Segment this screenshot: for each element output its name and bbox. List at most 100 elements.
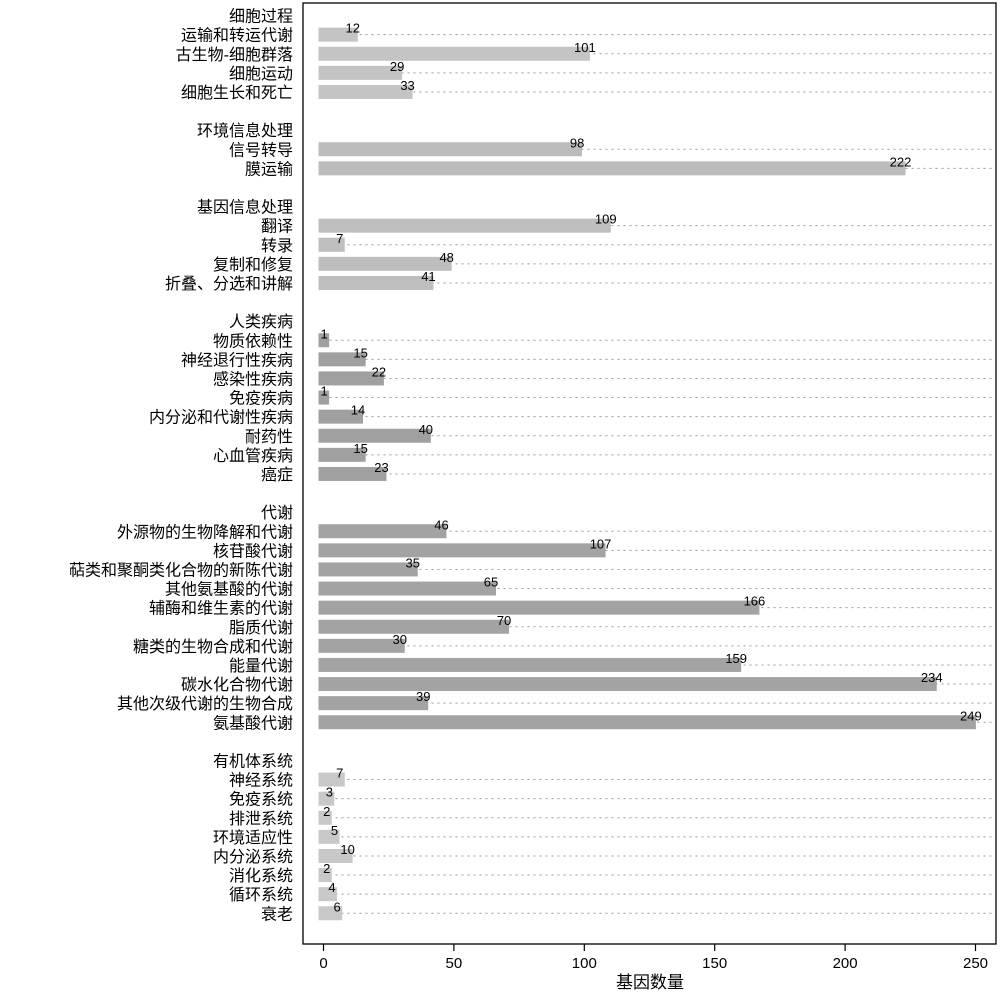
data-label: 1 xyxy=(320,384,327,399)
plot-frame xyxy=(302,2,997,945)
category-label: 复制和修复 xyxy=(213,255,293,274)
data-label: 35 xyxy=(406,555,420,570)
data-label: 159 xyxy=(725,651,747,666)
category-label: 糖类的生物合成和代谢 xyxy=(133,637,293,656)
category-label: 外源物的生物降解和代谢 xyxy=(117,522,293,541)
group-label: 环境信息处理 xyxy=(197,121,293,140)
category-label: 物质依赖性 xyxy=(213,331,293,350)
data-label: 23 xyxy=(374,460,388,475)
data-label: 70 xyxy=(497,613,511,628)
data-label: 234 xyxy=(921,670,943,685)
data-label: 14 xyxy=(351,403,365,418)
bar xyxy=(318,696,429,711)
category-label: 翻译 xyxy=(261,217,293,236)
bar xyxy=(318,772,345,787)
bar xyxy=(318,657,742,672)
category-label: 神经系统 xyxy=(229,771,293,790)
data-label: 7 xyxy=(336,766,343,781)
data-label: 2 xyxy=(323,861,330,876)
data-label: 107 xyxy=(590,536,612,551)
bar xyxy=(318,352,366,367)
category-label: 折叠、分选和讲解 xyxy=(165,274,293,293)
bar xyxy=(318,409,364,424)
data-label: 1 xyxy=(320,326,327,341)
data-label: 5 xyxy=(331,823,338,838)
data-label: 39 xyxy=(416,689,430,704)
x-tick-label: 150 xyxy=(702,955,727,972)
bar xyxy=(318,906,343,921)
category-label: 碳水化合物代谢 xyxy=(181,675,293,694)
x-tick-label: 200 xyxy=(833,955,858,972)
data-label: 65 xyxy=(484,575,498,590)
bar xyxy=(318,371,384,386)
data-label: 12 xyxy=(346,21,360,36)
data-label: 48 xyxy=(439,250,453,265)
category-label: 转录 xyxy=(261,236,293,255)
category-label: 神经退行性疾病 xyxy=(181,350,293,369)
group-label: 人类疾病 xyxy=(229,312,293,331)
category-label: 核苷酸代谢 xyxy=(213,541,293,560)
category-label: 其他次级代谢的生物合成 xyxy=(117,694,293,713)
bar xyxy=(318,887,337,902)
bar xyxy=(318,46,590,61)
bar xyxy=(318,333,330,348)
data-label: 109 xyxy=(595,212,617,227)
bar xyxy=(318,619,510,634)
category-label: 萜类和聚酮类化合物的新陈代谢 xyxy=(69,560,293,579)
bar xyxy=(318,562,418,577)
category-label: 感染性疾病 xyxy=(213,369,293,388)
bar xyxy=(318,447,366,462)
bar xyxy=(318,27,358,42)
data-label: 10 xyxy=(340,842,354,857)
data-label: 15 xyxy=(353,345,367,360)
data-label: 33 xyxy=(400,78,414,93)
bar xyxy=(318,600,760,615)
group-label: 有机体系统 xyxy=(213,751,293,770)
data-label: 30 xyxy=(393,632,407,647)
category-label: 脂质代谢 xyxy=(229,618,293,637)
bar xyxy=(318,524,447,539)
category-label: 心血管疾病 xyxy=(213,446,293,465)
category-label: 耐药性 xyxy=(245,427,293,446)
data-label: 41 xyxy=(421,269,435,284)
data-label: 98 xyxy=(570,135,584,150)
data-label: 40 xyxy=(419,422,433,437)
bar xyxy=(318,256,452,271)
bar xyxy=(318,218,611,233)
bar xyxy=(318,466,387,481)
category-label: 衰老 xyxy=(261,904,293,923)
data-label: 166 xyxy=(744,594,766,609)
data-label: 2 xyxy=(323,804,330,819)
bar xyxy=(318,638,405,653)
data-label: 7 xyxy=(336,231,343,246)
group-label: 细胞过程 xyxy=(229,7,293,26)
category-label: 循环系统 xyxy=(229,885,293,904)
bar xyxy=(318,791,335,806)
group-label: 基因信息处理 xyxy=(197,198,293,217)
bar xyxy=(318,810,332,825)
category-label: 癌症 xyxy=(261,465,293,484)
bar xyxy=(318,715,976,730)
data-label: 46 xyxy=(434,517,448,532)
bar xyxy=(318,543,606,558)
data-label: 29 xyxy=(390,59,404,74)
x-tick-label: 250 xyxy=(963,955,988,972)
bar xyxy=(318,677,937,692)
bar xyxy=(318,84,413,99)
category-label: 环境适应性 xyxy=(213,828,293,847)
category-label: 运输和转运代谢 xyxy=(181,26,293,45)
category-label: 辅酶和维生素的代谢 xyxy=(149,599,293,618)
bar xyxy=(318,428,431,443)
bar xyxy=(318,848,353,863)
x-axis: 0 50 100 150 200 250 xyxy=(319,944,988,972)
category-label: 信号转导 xyxy=(229,140,293,159)
category-label: 能量代谢 xyxy=(229,656,293,675)
bar xyxy=(318,142,583,157)
category-label: 免疫疾病 xyxy=(229,389,293,408)
x-tick-label: 100 xyxy=(572,955,597,972)
bar xyxy=(318,275,434,290)
category-label: 排泄系统 xyxy=(229,809,293,828)
category-label: 内分泌和代谢性疾病 xyxy=(149,408,293,427)
